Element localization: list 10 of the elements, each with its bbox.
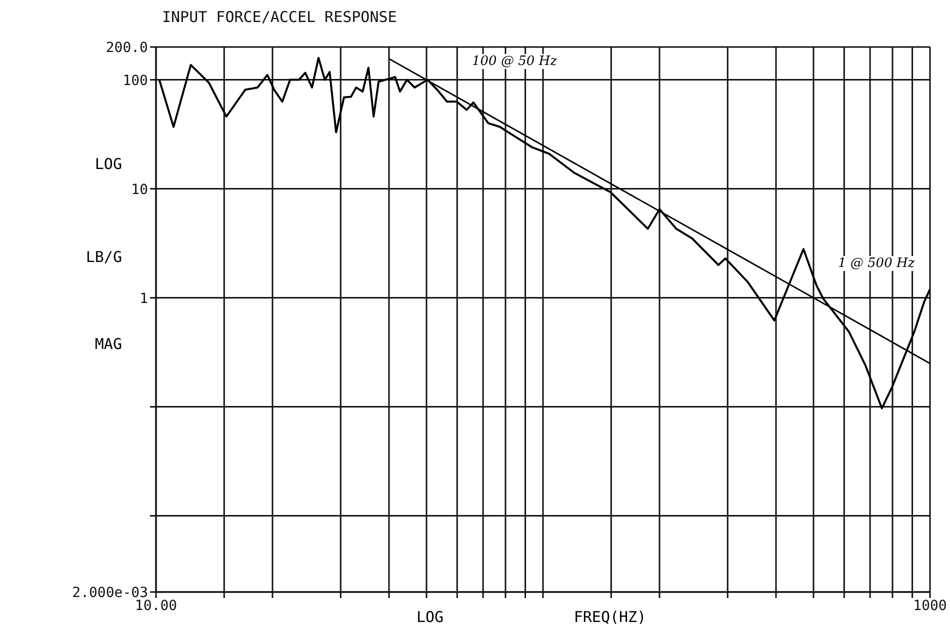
y-tick-label: 1 [140, 290, 148, 307]
chart-title: INPUT FORCE/ACCEL RESPONSE [162, 8, 397, 26]
x-tick-label: 1000 [913, 598, 947, 614]
text: LOG FREQ(HZ) [416, 608, 646, 626]
y-tick-label: 200.0 [106, 40, 148, 56]
y-tick-label: 100 [122, 72, 148, 89]
annotation: 1 @ 500 Hz [836, 256, 917, 271]
annotation: 100 @ 50 Hz [470, 54, 559, 69]
text: LOG LB/G MAG [86, 155, 122, 353]
y-tick-label: 10 [131, 182, 148, 198]
